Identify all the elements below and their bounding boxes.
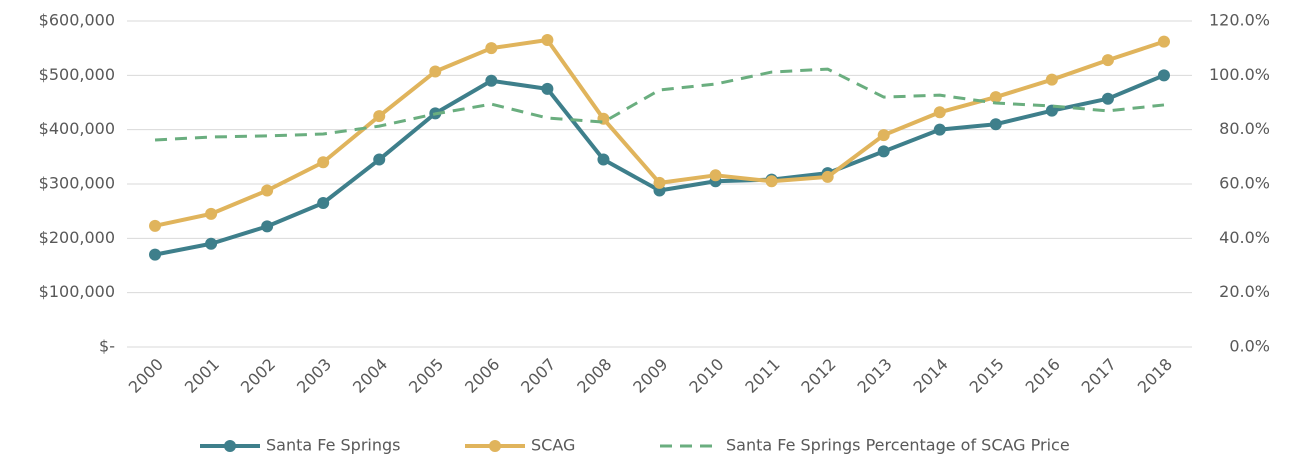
x-tick-label: 2011 bbox=[741, 355, 783, 397]
data-point bbox=[821, 170, 834, 183]
data-point bbox=[317, 197, 330, 210]
series-line bbox=[154, 67, 1165, 142]
y-tick-label: $100,000 bbox=[39, 282, 115, 301]
data-point bbox=[989, 118, 1002, 131]
data-point bbox=[1157, 69, 1170, 82]
y-tick-label: $200,000 bbox=[39, 228, 115, 247]
y2-tick-label: 60.0% bbox=[1219, 174, 1270, 193]
data-point bbox=[1045, 73, 1058, 86]
x-tick-label: 2015 bbox=[966, 355, 1008, 397]
data-point bbox=[709, 169, 722, 182]
data-point bbox=[989, 91, 1002, 104]
data-point bbox=[933, 123, 946, 136]
x-tick-label: 2014 bbox=[910, 355, 952, 397]
data-point bbox=[373, 153, 386, 166]
legend-label: Santa Fe Springs bbox=[266, 436, 401, 455]
x-tick-label: 2018 bbox=[1134, 355, 1176, 397]
data-point bbox=[541, 82, 554, 95]
x-tick-label: 2017 bbox=[1078, 355, 1120, 397]
y-tick-label: $- bbox=[99, 337, 115, 356]
y2-tick-label: 40.0% bbox=[1219, 228, 1270, 247]
x-tick-label: 2001 bbox=[181, 355, 223, 397]
x-tick-label: 2005 bbox=[405, 355, 447, 397]
data-point bbox=[933, 106, 946, 119]
data-point bbox=[877, 145, 890, 158]
x-tick-label: 2010 bbox=[685, 355, 727, 397]
data-point bbox=[205, 207, 218, 220]
legend-label: SCAG bbox=[531, 436, 575, 455]
data-point bbox=[877, 129, 890, 142]
y-tick-label: $400,000 bbox=[39, 119, 115, 138]
data-point bbox=[149, 248, 162, 261]
series-line bbox=[154, 38, 1165, 228]
x-tick-label: 2013 bbox=[853, 355, 895, 397]
x-tick-label: 2007 bbox=[517, 355, 559, 397]
y-tick-label: $300,000 bbox=[39, 174, 115, 193]
data-point bbox=[261, 184, 274, 197]
series-line bbox=[154, 73, 1165, 257]
data-point bbox=[1101, 54, 1114, 67]
legend-marker bbox=[489, 440, 501, 452]
data-point bbox=[149, 219, 162, 232]
data-point bbox=[1101, 92, 1114, 105]
y2-tick-label: 80.0% bbox=[1219, 119, 1270, 138]
data-point bbox=[373, 110, 386, 123]
y2-tick-label: 0.0% bbox=[1229, 337, 1270, 356]
x-tick-label: 2003 bbox=[293, 355, 335, 397]
data-point bbox=[261, 220, 274, 233]
data-point bbox=[429, 65, 442, 78]
y-tick-label: $500,000 bbox=[39, 65, 115, 84]
data-point bbox=[541, 34, 554, 47]
x-tick-label: 2002 bbox=[237, 355, 279, 397]
x-tick-label: 2016 bbox=[1022, 355, 1064, 397]
legend-label: Santa Fe Springs Percentage of SCAG Pric… bbox=[726, 436, 1070, 455]
legend-marker bbox=[224, 440, 236, 452]
y-tick-label: $600,000 bbox=[39, 11, 115, 30]
data-point bbox=[1157, 35, 1170, 48]
data-point bbox=[485, 42, 498, 55]
data-point bbox=[205, 237, 218, 250]
y2-tick-label: 120.0% bbox=[1209, 11, 1270, 30]
x-tick-label: 2006 bbox=[461, 355, 503, 397]
data-point bbox=[485, 74, 498, 87]
x-tick-label: 2008 bbox=[573, 355, 615, 397]
x-tick-label: 2012 bbox=[797, 355, 839, 397]
x-tick-label: 2009 bbox=[629, 355, 671, 397]
data-point bbox=[653, 176, 666, 189]
y2-tick-label: 100.0% bbox=[1209, 65, 1270, 84]
x-tick-label: 2000 bbox=[125, 355, 167, 397]
data-point bbox=[765, 175, 778, 188]
x-tick-label: 2004 bbox=[349, 355, 391, 397]
data-point bbox=[597, 153, 610, 166]
data-point bbox=[317, 156, 330, 169]
y2-tick-label: 20.0% bbox=[1219, 282, 1270, 301]
